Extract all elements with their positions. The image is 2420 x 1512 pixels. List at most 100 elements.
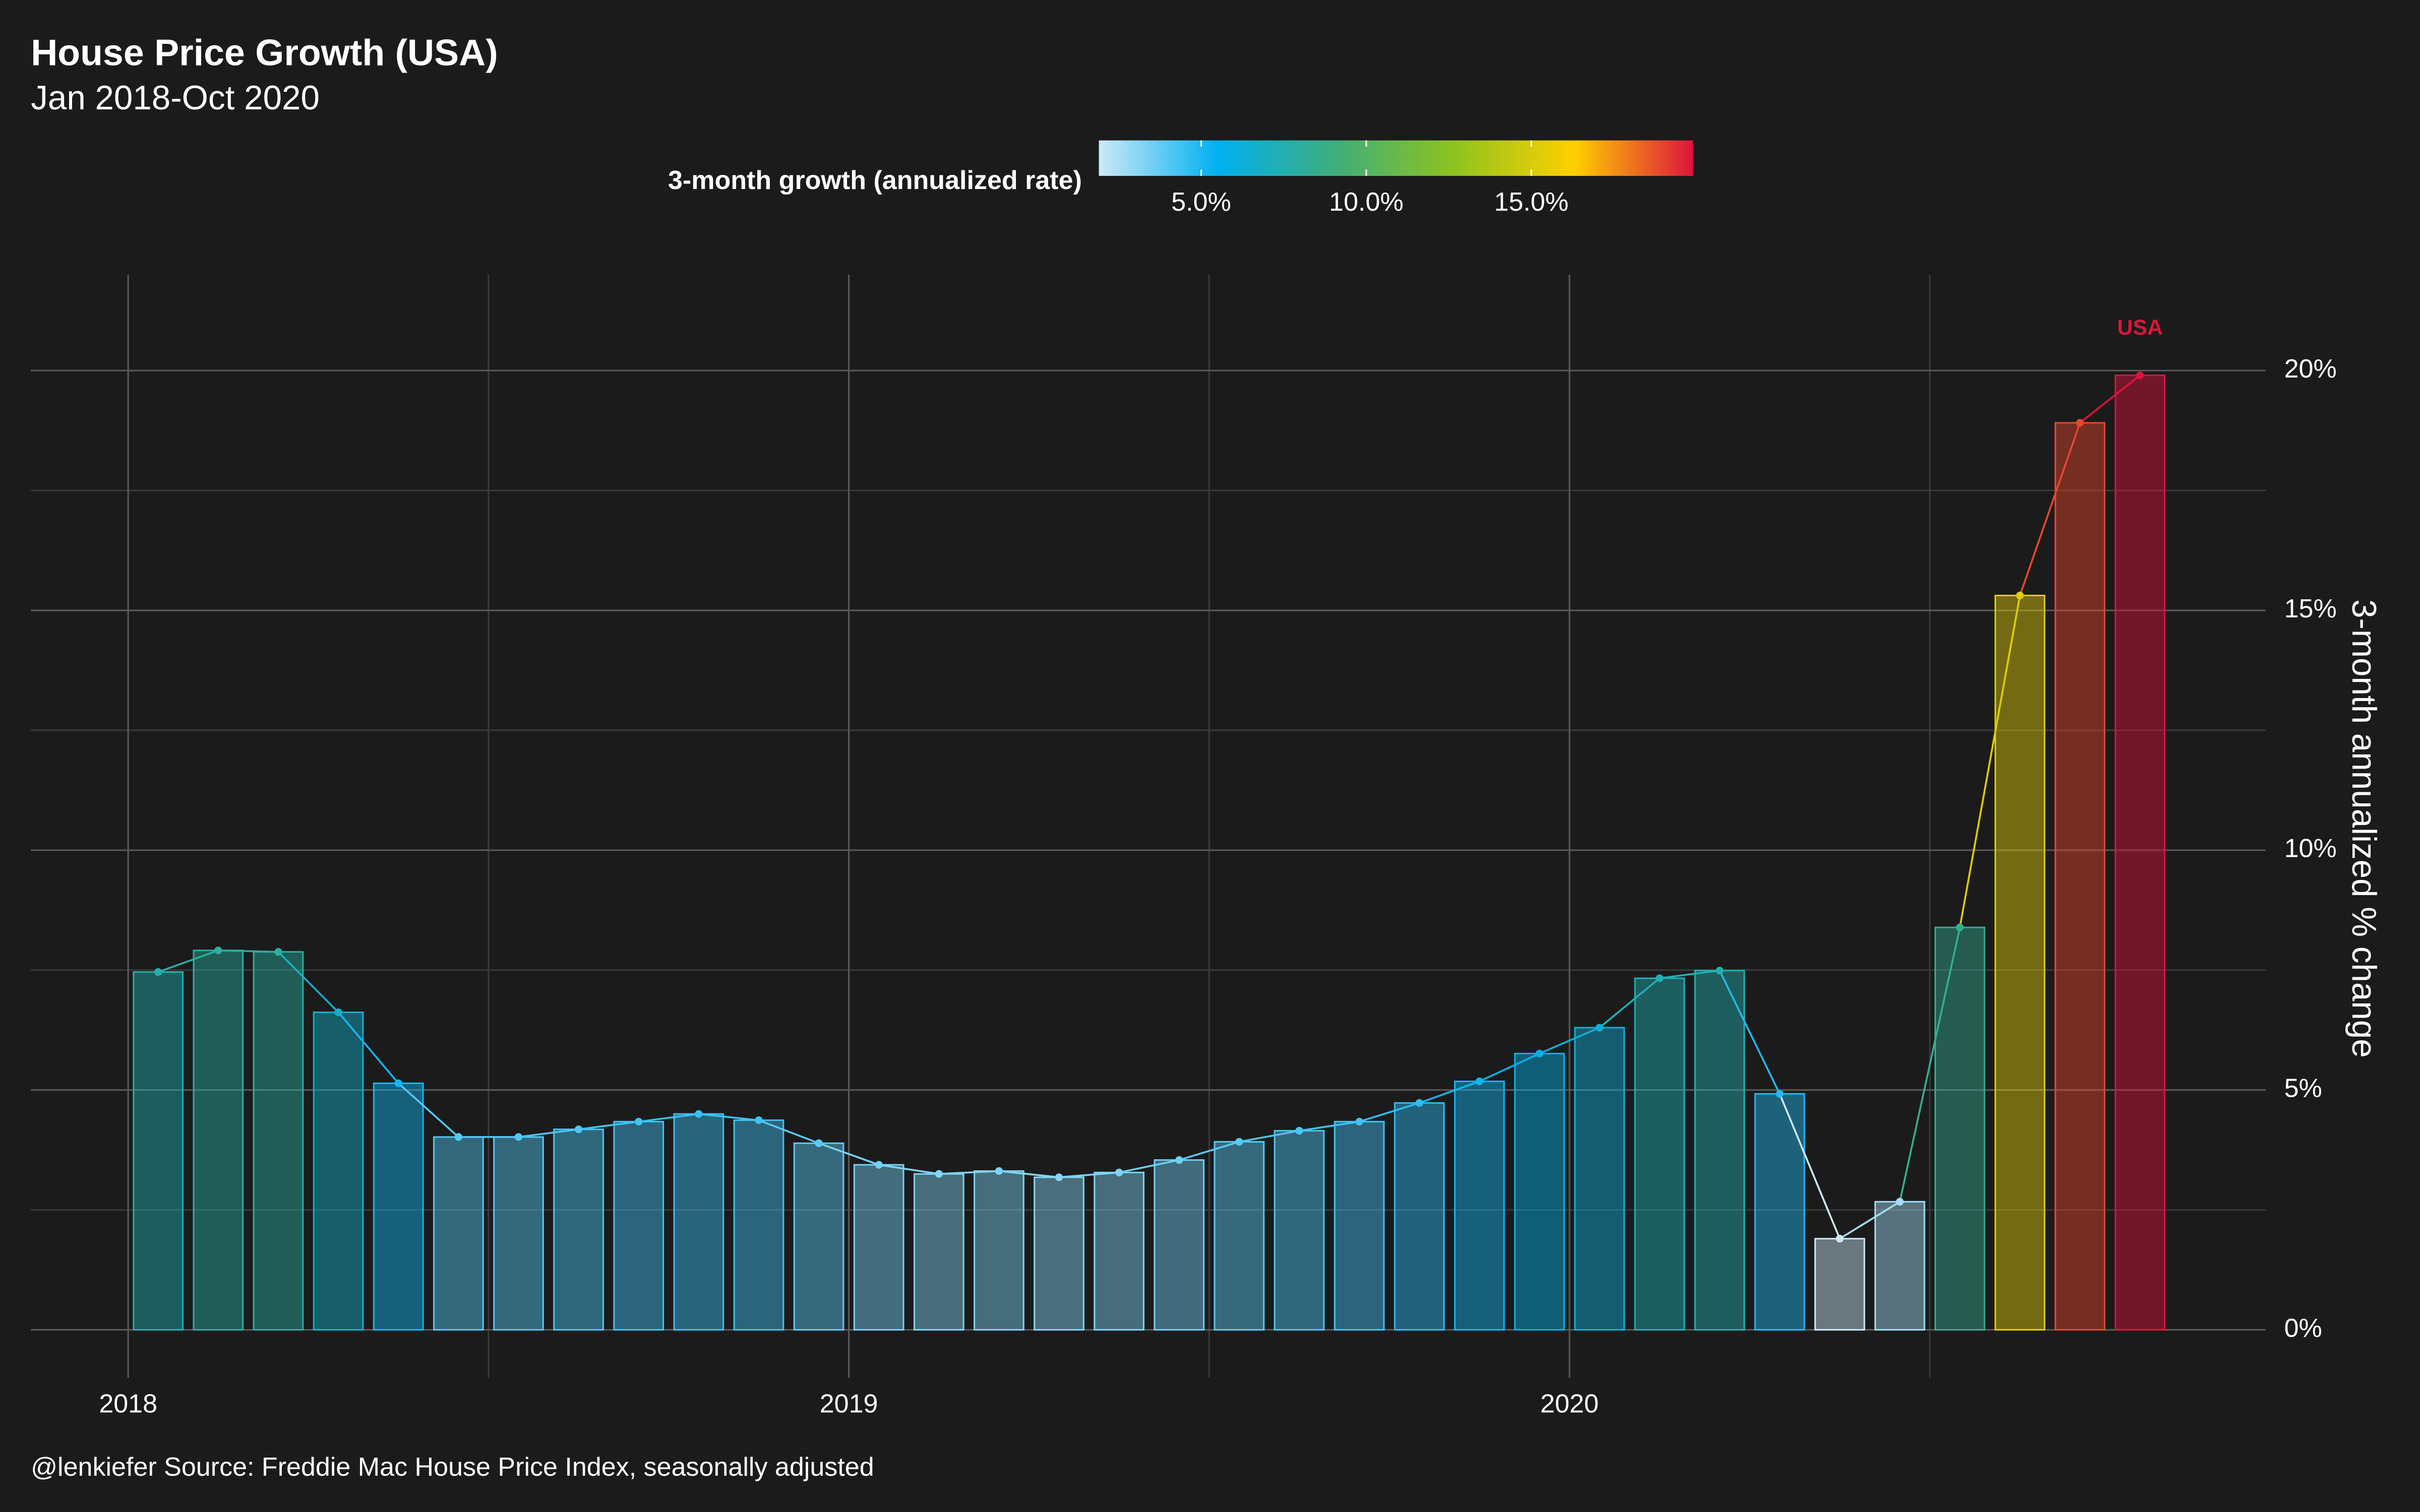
bar <box>1274 1130 1325 1331</box>
point <box>1175 1156 1183 1164</box>
bar <box>673 1113 724 1331</box>
point <box>334 1008 342 1017</box>
point <box>635 1117 643 1126</box>
bar <box>193 950 244 1331</box>
point <box>755 1116 763 1124</box>
bar <box>1574 1027 1625 1331</box>
line-segment <box>158 950 219 973</box>
legend-title: 3-month growth (annualized rate) <box>668 166 1082 195</box>
y-tick-label: 10% <box>2284 834 2337 863</box>
point <box>935 1170 943 1178</box>
line-segment <box>1899 927 1961 1202</box>
bar <box>373 1082 424 1331</box>
line-segment <box>1059 1171 1119 1178</box>
point <box>875 1161 883 1169</box>
point <box>2016 591 2024 600</box>
line-segment <box>2079 374 2141 424</box>
line-segment <box>638 1113 699 1123</box>
point <box>274 948 282 956</box>
legend-colorbar <box>1099 140 1693 176</box>
point <box>1295 1126 1303 1135</box>
bar <box>1994 595 2045 1331</box>
line-segment <box>1959 595 2021 928</box>
legend-tick-label: 10.0% <box>1329 187 1404 217</box>
x-tick-label: 2019 <box>820 1390 878 1419</box>
y-tick-label: 20% <box>2284 354 2337 384</box>
point <box>1475 1077 1484 1086</box>
bar <box>313 1011 364 1331</box>
bar <box>2054 422 2105 1331</box>
point <box>1956 923 1964 931</box>
x-tick-label: 2018 <box>99 1390 157 1419</box>
point <box>1716 967 1724 975</box>
bar <box>553 1128 604 1331</box>
point <box>214 947 222 955</box>
line-segment <box>1779 1093 1841 1239</box>
line-segment <box>1239 1129 1300 1143</box>
point <box>1656 974 1664 982</box>
line-segment <box>698 1113 759 1121</box>
point <box>1235 1138 1243 1146</box>
point <box>815 1139 823 1147</box>
bar <box>1874 1201 1925 1331</box>
bar <box>1934 926 1985 1331</box>
line-segment <box>1539 1027 1600 1055</box>
legend-tick-label: 5.0% <box>1171 187 1231 217</box>
bar <box>974 1170 1024 1331</box>
point <box>574 1125 583 1133</box>
line-segment <box>578 1120 639 1130</box>
bar <box>1694 970 1745 1331</box>
y-tick-label: 0% <box>2284 1313 2322 1343</box>
annotation: USA <box>2117 316 2162 340</box>
point <box>514 1133 523 1141</box>
point <box>154 968 162 976</box>
bar <box>1754 1093 1805 1331</box>
line-segment <box>818 1142 879 1166</box>
point <box>1776 1090 1784 1098</box>
point <box>1836 1235 1844 1243</box>
bar <box>1814 1238 1865 1331</box>
bar <box>2114 374 2166 1331</box>
line-segment <box>277 951 339 1013</box>
line-segment <box>337 1012 399 1084</box>
bar <box>1034 1176 1084 1331</box>
chart-title: House Price Growth (USA) <box>31 32 498 74</box>
caption: @lenkiefer Source: Freddie Mac House Pri… <box>31 1453 874 1482</box>
line-segment <box>398 1082 459 1138</box>
line-segment <box>1419 1080 1480 1104</box>
bar <box>913 1173 964 1331</box>
point <box>1896 1198 1904 1206</box>
line-segment <box>939 1170 999 1175</box>
chart-subtitle: Jan 2018-Oct 2020 <box>31 79 320 117</box>
line-segment <box>758 1119 819 1145</box>
y-tick-label: 5% <box>2284 1074 2322 1103</box>
line-segment <box>1179 1141 1240 1161</box>
point <box>1115 1168 1123 1177</box>
bar <box>1154 1159 1205 1331</box>
line-segment <box>999 1170 1059 1178</box>
line-segment <box>1359 1102 1420 1123</box>
point <box>2076 419 2084 427</box>
point <box>2136 371 2144 380</box>
line-segment <box>878 1164 939 1175</box>
point <box>1415 1099 1423 1107</box>
point <box>1535 1049 1544 1058</box>
line-segment <box>2019 422 2081 596</box>
line-segment <box>1719 970 1781 1095</box>
line-segment <box>1299 1120 1360 1132</box>
x-tick-label: 2020 <box>1540 1390 1599 1419</box>
point <box>1055 1173 1063 1181</box>
bar <box>133 971 184 1331</box>
line-segment <box>1599 977 1660 1029</box>
bar <box>493 1136 544 1331</box>
line-segment <box>1479 1052 1540 1083</box>
bar <box>1094 1171 1145 1331</box>
line-segment <box>218 949 279 953</box>
bar <box>433 1136 484 1331</box>
line-segment <box>1119 1159 1180 1174</box>
bar <box>1334 1120 1385 1331</box>
bar <box>1454 1081 1505 1331</box>
point <box>995 1167 1003 1175</box>
